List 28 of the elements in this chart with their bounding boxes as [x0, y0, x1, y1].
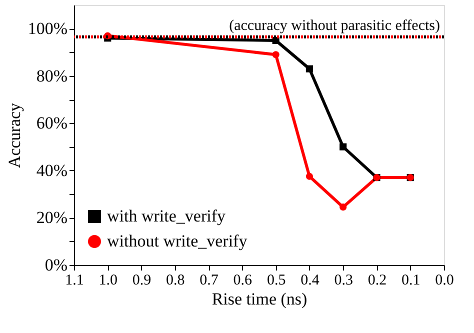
y-axis-title: Accuracy — [4, 102, 24, 168]
point — [340, 143, 347, 150]
y-tick-label: 20% — [36, 208, 68, 228]
y-tick-label: 60% — [36, 114, 68, 133]
legend-label: without write_verify — [107, 232, 248, 250]
point — [306, 65, 313, 72]
x-tick-label: 1.0 — [98, 272, 118, 288]
x-tick-label: 0.5 — [266, 272, 286, 288]
y-tick-label: 0% — [44, 256, 68, 274]
x-tick-label: 0.0 — [435, 272, 454, 288]
x-tick-label: 0.9 — [132, 272, 152, 288]
x-tick-label: 0.6 — [233, 272, 253, 288]
x-tick-label: 0.3 — [334, 272, 353, 288]
x-tick-label: 1.1 — [65, 272, 84, 288]
point — [340, 204, 347, 211]
point — [306, 172, 313, 180]
x-tick-label: 0.4 — [300, 272, 320, 288]
x-axis-title: Rise time (ns) — [212, 290, 308, 308]
y-tick-label: 40% — [36, 160, 68, 180]
legend-label: with write_verify — [107, 206, 226, 226]
x-tick-label: 0.8 — [166, 272, 185, 288]
point — [272, 51, 280, 58]
x-tick-label: 0.2 — [368, 272, 387, 288]
ref-line-label: (accuracy without parasitic effects) — [229, 18, 440, 34]
x-tick-label: 0.7 — [200, 272, 219, 288]
y-tick-label: 100% — [28, 19, 68, 38]
y-tick-label: 80% — [36, 66, 68, 86]
x-tick-label: 0.1 — [401, 272, 420, 288]
